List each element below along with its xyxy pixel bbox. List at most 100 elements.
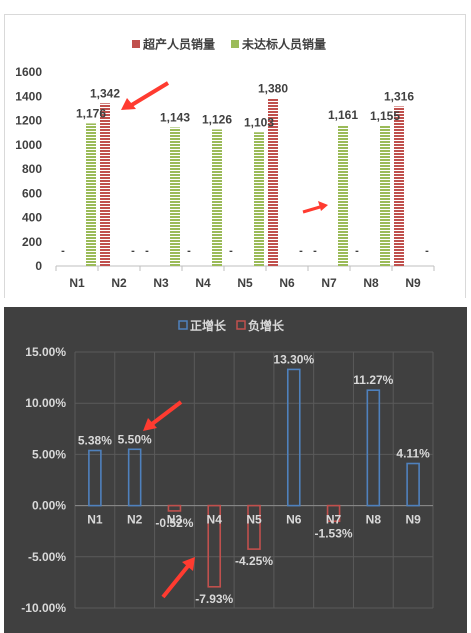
bar: [100, 103, 110, 266]
legend-swatch-over-target: [132, 40, 140, 48]
data-label: -: [131, 245, 135, 257]
x-tick-label: N3: [167, 513, 183, 527]
x-tick-label: N1: [87, 513, 103, 527]
x-tick-label: N7: [326, 513, 342, 527]
x-tick-label: N6: [286, 513, 302, 527]
legend-label-below-target: 未达标人员销量: [241, 37, 326, 52]
bar: [247, 504, 261, 550]
annotation-arrows: [121, 81, 328, 214]
y-tick-label: -10.00%: [21, 601, 66, 615]
data-label: -: [425, 245, 429, 257]
bar: [406, 462, 420, 507]
arrow-head: [143, 418, 157, 431]
y-tick-label: 400: [22, 211, 42, 225]
y-tick-label: 10.00%: [25, 396, 66, 410]
arrow-annotation: [302, 205, 321, 214]
data-label: -: [355, 245, 359, 257]
top-chart-frame: [4, 14, 466, 298]
data-label: 1,342: [90, 86, 120, 100]
arrow-head: [182, 557, 195, 571]
x-tick-label: N9: [405, 276, 421, 290]
legend-swatch-negative: [236, 320, 246, 330]
x-tick-label: N2: [111, 276, 127, 290]
bar: [127, 448, 142, 507]
bar: [326, 504, 341, 523]
arrow-annotation: [161, 564, 190, 599]
data-label: 1,316: [384, 89, 414, 103]
data-label: 1,143: [160, 110, 190, 124]
arrow-head: [318, 201, 328, 211]
arrow-annotation: [128, 81, 170, 108]
x-tick-label: N5: [246, 513, 262, 527]
data-label: 1,103: [244, 115, 274, 129]
y-tick-label: 200: [22, 235, 42, 249]
bar: [338, 125, 348, 266]
legend-swatch-positive: [178, 320, 188, 330]
data-label: 11.27%: [353, 373, 393, 387]
bar: [212, 129, 222, 266]
x-tick-label: N4: [195, 276, 211, 290]
bar: [286, 368, 301, 507]
data-label: -4.25%: [235, 554, 273, 568]
data-label: 5.38%: [78, 434, 112, 448]
arrow-annotation: [150, 400, 183, 426]
bar: [254, 132, 264, 266]
bar: [170, 127, 180, 266]
data-label: -0.52%: [155, 516, 193, 530]
y-tick-label: 1200: [15, 114, 42, 128]
bar: [207, 504, 222, 588]
top-chart-panel: [0, 0, 471, 300]
bar: [366, 389, 381, 507]
x-tick-label: N4: [207, 513, 223, 527]
data-label: -: [187, 245, 191, 257]
y-tick-label: 0.00%: [32, 499, 66, 513]
data-label: 4.11%: [396, 447, 430, 461]
x-tick-label: N5: [237, 276, 253, 290]
y-tick-label: 5.00%: [32, 447, 66, 461]
data-label: 1,161: [328, 108, 358, 122]
y-tick-label: 15.00%: [25, 345, 66, 359]
y-tick-label: 1600: [15, 65, 42, 79]
legend-swatch-below-target: [231, 40, 239, 48]
bar: [268, 98, 278, 266]
data-label: 1,176: [76, 106, 106, 120]
y-tick-label: 0: [35, 259, 42, 273]
x-tick-label: N2: [127, 513, 143, 527]
y-tick-label: 1000: [15, 138, 42, 152]
x-tick-label: N7: [321, 276, 337, 290]
x-tick-label: N1: [69, 276, 85, 290]
x-tick-label: N6: [279, 276, 295, 290]
arrow-head: [121, 98, 136, 110]
x-tick-label: N9: [405, 513, 421, 527]
y-tick-label: 1400: [15, 89, 42, 103]
bottom-chart-panel: [4, 307, 467, 633]
bar: [88, 449, 102, 507]
bar: [380, 125, 390, 266]
data-label: 5.50%: [118, 432, 152, 446]
data-label: -: [299, 245, 303, 257]
top-chart-legend: 超产人员销量 未达标人员销量: [132, 37, 326, 52]
x-tick-label: N8: [366, 513, 382, 527]
data-label: -7.93%: [195, 592, 233, 606]
y-tick-label: 800: [22, 162, 42, 176]
data-label: -1.53%: [315, 526, 353, 540]
data-label: -: [313, 245, 317, 257]
sales-bar-chart: 超产人员销量 未达标人员销量 0 200 400 600 800 1000 1200 1400…: [15, 37, 435, 290]
data-label: -: [61, 245, 65, 257]
data-label: -: [145, 245, 149, 257]
x-tick-label: N3: [153, 276, 169, 290]
x-tick-label: N8: [363, 276, 379, 290]
data-label: -: [229, 245, 233, 257]
y-tick-label: 600: [22, 186, 42, 200]
bar: [86, 123, 96, 266]
bar: [167, 504, 182, 512]
legend-label-positive: 正增长: [190, 318, 227, 333]
bottom-chart-legend: 正增长 负增长: [178, 318, 285, 333]
bar: [394, 106, 404, 266]
y-tick-label: -5.00%: [28, 550, 66, 564]
annotation-arrows: [143, 400, 195, 599]
legend-label-negative: 负增长: [248, 318, 285, 333]
data-label: 1,126: [202, 112, 232, 126]
data-label: 1,155: [370, 109, 400, 123]
